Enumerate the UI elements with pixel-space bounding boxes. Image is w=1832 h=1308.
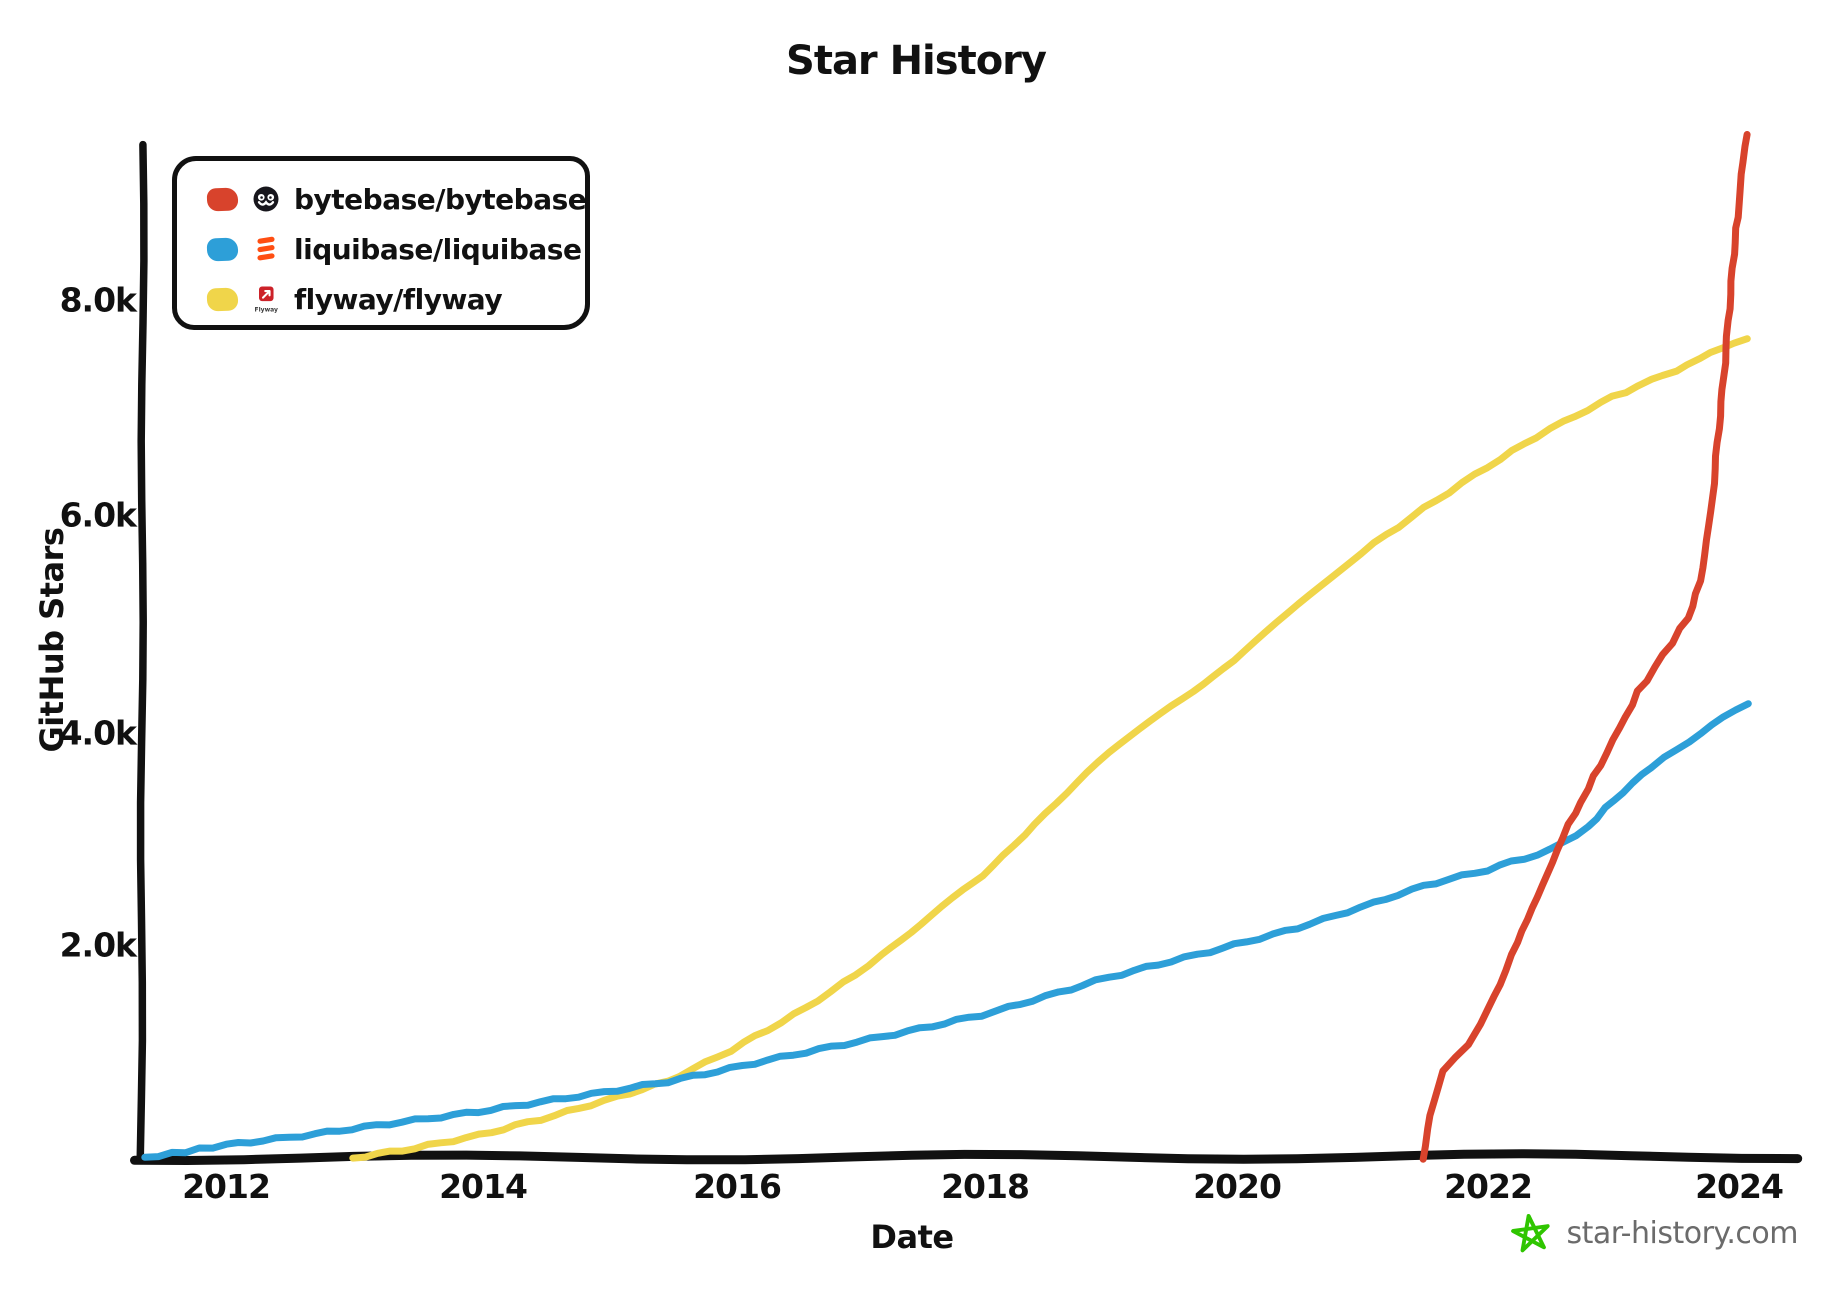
legend-label-liquibase: liquibase/liquibase <box>294 232 582 266</box>
x-tick-label-2016: 2016 <box>693 1167 782 1206</box>
chart-title: Star History <box>786 38 1047 84</box>
flyway-logo-icon: Flyway <box>254 286 278 313</box>
x-axis-line <box>130 1149 1803 1165</box>
x-tick-label-2018: 2018 <box>941 1167 1030 1206</box>
y-tick-label-8k: 8.0k <box>59 280 137 320</box>
bytebase-line <box>1419 131 1751 1163</box>
liquibase-logo-icon <box>257 237 275 261</box>
x-tick-label-2012: 2012 <box>182 1167 271 1206</box>
y-tick-label-2k: 2.0k <box>59 925 137 965</box>
y-axis-line <box>136 140 148 1165</box>
legend-label-flyway: flyway/flyway <box>294 283 503 317</box>
y-tick-label-4k: 4.0k <box>59 713 137 753</box>
star-doodle-icon <box>1511 1213 1551 1253</box>
x-tick-label-2024: 2024 <box>1695 1167 1784 1206</box>
legend-item-bytebase: bytebase/bytebase <box>206 175 587 223</box>
x-tick-label-2022: 2022 <box>1444 1167 1533 1206</box>
y-axis-title: GitHub Stars <box>33 527 71 753</box>
x-tick-label-2020: 2020 <box>1193 1167 1282 1206</box>
watermark: star-history.com <box>1508 1210 1798 1256</box>
x-axis-title: Date <box>870 1218 954 1256</box>
legend-swatch-bytebase <box>206 187 239 212</box>
legend-swatch-liquibase <box>206 237 239 262</box>
legend-swatch-flyway <box>206 287 239 312</box>
flyway-logo-caption: Flyway <box>254 306 278 313</box>
legend: bytebase/bytebase liquibase/liquibase Fl… <box>172 156 590 330</box>
legend-label-bytebase: bytebase/bytebase <box>294 182 587 216</box>
flyway-line <box>349 335 1751 1162</box>
bytebase-logo-icon <box>253 186 279 212</box>
liquibase-line <box>141 700 1752 1161</box>
watermark-text: star-history.com <box>1566 1215 1798 1251</box>
legend-item-flyway: Flyway flyway/flyway <box>206 276 585 324</box>
x-tick-label-2014: 2014 <box>439 1167 528 1206</box>
legend-item-liquibase: liquibase/liquibase <box>206 225 585 273</box>
y-tick-label-6k: 6.0k <box>59 495 137 535</box>
